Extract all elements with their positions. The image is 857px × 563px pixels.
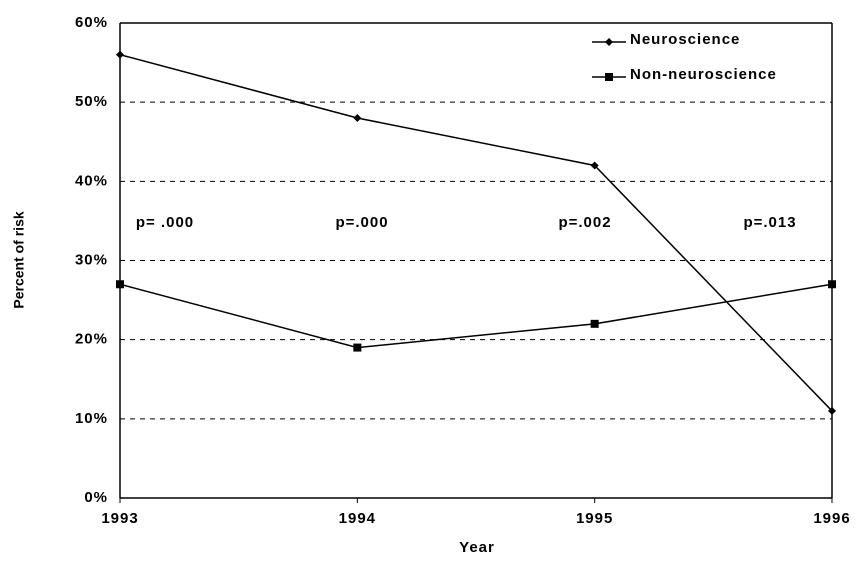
y-axis-label: Percent of risk bbox=[11, 211, 27, 308]
annotation: p=.013 bbox=[743, 214, 796, 231]
y-tick-label: 20% bbox=[75, 331, 108, 348]
annotation: p= .000 bbox=[136, 214, 194, 231]
series-line bbox=[119, 283, 833, 349]
marker bbox=[353, 114, 362, 122]
marker bbox=[828, 406, 836, 415]
series-line bbox=[119, 53, 833, 412]
annotation: p=.000 bbox=[335, 214, 388, 231]
legend-label: Non-neuroscience bbox=[630, 66, 777, 83]
marker bbox=[116, 50, 124, 59]
marker bbox=[605, 73, 613, 81]
y-tick-label: 40% bbox=[75, 172, 108, 189]
legend-label: Neuroscience bbox=[630, 31, 740, 48]
x-axis-label: Year bbox=[459, 539, 495, 556]
x-tick-label: 1995 bbox=[576, 510, 613, 527]
marker bbox=[605, 38, 613, 46]
marker bbox=[590, 161, 599, 170]
annotation: p=.002 bbox=[558, 214, 611, 231]
x-tick-label: 1996 bbox=[813, 510, 850, 527]
x-tick-label: 1993 bbox=[101, 510, 138, 527]
marker bbox=[353, 343, 362, 352]
marker bbox=[116, 280, 124, 289]
y-tick-label: 30% bbox=[75, 251, 108, 268]
y-tick-label: 60% bbox=[75, 14, 108, 31]
y-tick-label: 10% bbox=[75, 410, 108, 427]
y-tick-label: 0% bbox=[84, 489, 108, 506]
marker bbox=[828, 280, 836, 289]
y-tick-label: 50% bbox=[75, 93, 108, 110]
marker bbox=[590, 319, 599, 328]
x-tick-label: 1994 bbox=[339, 510, 376, 527]
